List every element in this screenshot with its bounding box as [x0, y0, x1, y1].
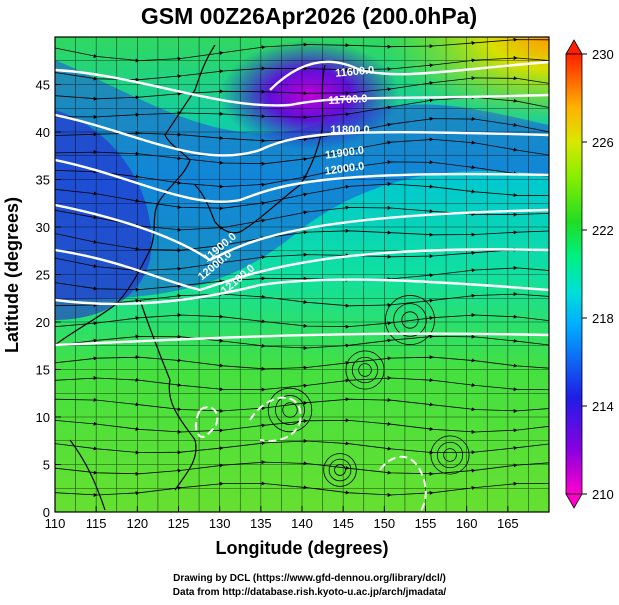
contour-label: 11600.0 [335, 64, 375, 79]
streamline-eddy [282, 402, 298, 418]
warm-region [380, 37, 549, 127]
streamline [55, 355, 549, 371]
y-tick-label: 45 [36, 78, 50, 93]
streamline [55, 418, 549, 434]
streamline [55, 292, 549, 308]
x-tick-label: 115 [86, 516, 107, 531]
streamline [55, 181, 549, 211]
y-axis-label: Latitude (degrees) [2, 197, 22, 353]
contour-label: 11800.0 [330, 124, 369, 136]
x-tick-label: 110 [45, 516, 66, 531]
streamline-eddy [345, 350, 385, 390]
streamline [55, 376, 549, 392]
streamline-eddy [358, 363, 372, 377]
x-tick-label: 135 [250, 516, 272, 531]
streamline-eddy [323, 453, 357, 487]
map-plot-area: 11600.011700.011800.011900.012000.011900… [55, 37, 549, 512]
streamline-eddy [328, 458, 352, 482]
streamline-eddy [351, 356, 379, 384]
streamline [55, 334, 549, 351]
y-tick-label: 35 [36, 173, 50, 188]
lat-lon-grid [55, 37, 549, 512]
streamline-eddy [275, 395, 305, 425]
streamline [55, 438, 549, 455]
streamline [55, 313, 549, 329]
colorbar-tick-label: 226 [592, 135, 614, 150]
colorbar-ticks: 230 226 222 218 214 210 [582, 47, 614, 502]
x-tick-label: 130 [209, 516, 231, 531]
credit-line-1: Drawing by DCL (https://www.gfd-dennou.o… [173, 573, 446, 584]
contour-label: 11700.0 [328, 93, 368, 107]
streamline-eddy [430, 435, 470, 475]
streamline-eddy [443, 448, 457, 462]
x-tick-label: 155 [415, 516, 437, 531]
streamline [55, 481, 549, 498]
streamline-eddy [393, 303, 427, 337]
y-tick-label: 20 [36, 315, 50, 330]
x-axis-label: Longitude (degrees) [215, 538, 388, 558]
streamline-eddy [436, 441, 464, 469]
dashed-contours [194, 396, 427, 512]
x-tick-label: 165 [497, 516, 519, 531]
x-tick-label: 120 [126, 516, 148, 531]
colorbar-bottom-arrow [565, 493, 583, 509]
streamline [55, 397, 549, 413]
colorbar-top-arrow [565, 39, 583, 55]
streamlines [55, 37, 549, 498]
height-contours [55, 60, 549, 347]
streamline-eddy [334, 464, 346, 476]
x-tick-label: 150 [373, 516, 395, 531]
streamline-eddy [267, 387, 313, 433]
y-tick-label: 5 [43, 458, 50, 473]
credit-line-2: Data from http://database.rish.kyoto-u.a… [172, 587, 447, 598]
y-tick-label: 15 [36, 363, 50, 378]
contour-label: 12000.0 [324, 160, 365, 177]
colorbar-tick-label: 230 [592, 47, 614, 62]
streamline [55, 137, 549, 166]
streamline [55, 265, 549, 292]
y-axis-ticks: 0 5 10 15 20 25 30 35 40 45 [36, 78, 61, 520]
colorbar-gradient [565, 53, 583, 495]
colorbar-tick-label: 222 [592, 223, 614, 238]
streamline [55, 160, 549, 189]
colorbar-tick-label: 214 [592, 399, 614, 414]
streamline [55, 460, 549, 476]
figure-title: GSM 00Z26Apr2026 (200.0hPa) [141, 3, 477, 29]
y-tick-label: 0 [43, 505, 50, 520]
y-tick-label: 10 [36, 410, 50, 425]
colorbar-tick-label: 218 [592, 311, 614, 326]
y-tick-label: 40 [36, 125, 50, 140]
y-tick-label: 25 [36, 268, 50, 283]
colorbar-tick-label: 210 [592, 487, 614, 502]
contour-label: 11900.0 [324, 144, 364, 161]
x-tick-label: 160 [456, 516, 478, 531]
x-axis-ticks: 110 115 120 125 130 135 140 145 150 155 160 165 [45, 506, 519, 531]
y-tick-label: 30 [36, 220, 50, 235]
x-tick-label: 145 [332, 516, 354, 531]
streamline-eddy [401, 311, 419, 329]
x-tick-label: 125 [168, 516, 190, 531]
colorbar: 230 226 222 218 214 210 [565, 39, 614, 509]
x-tick-label: 140 [291, 516, 313, 531]
streamline-eddy [385, 295, 435, 345]
